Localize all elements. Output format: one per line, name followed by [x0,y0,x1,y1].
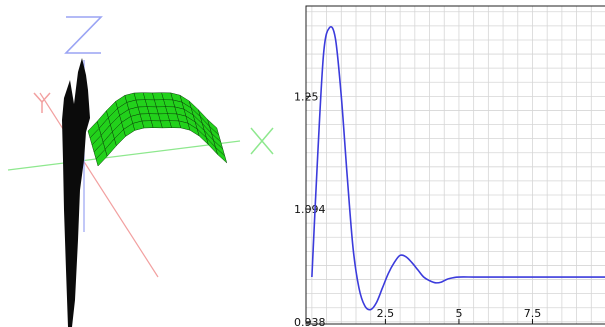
surface-cell [215,146,228,164]
y-axis-label-glyph [33,92,51,113]
y-axis-line [39,92,159,278]
plot-frame [305,5,605,325]
y-tick-label: 1.094 [294,203,326,216]
x-tick-labels: 2.5 5 7.5 [377,307,542,324]
surface-mesh [87,92,228,167]
series-line [311,25,605,311]
x-tick-label: 5 [455,307,462,320]
x-tick-label: 2.5 [377,307,395,320]
surface-spike-dark [62,58,90,327]
x-tick-label: 7.5 [524,307,542,320]
x-axis-label-glyph [250,127,274,155]
y-tick-label: 0.938 [294,316,326,327]
z-axis-label-glyph [64,16,103,54]
axes-3d [7,60,241,278]
x-axis-line [7,140,241,171]
x-axis-label: X [262,145,263,147]
surface-3d-view[interactable]: X Y Z [0,0,290,327]
